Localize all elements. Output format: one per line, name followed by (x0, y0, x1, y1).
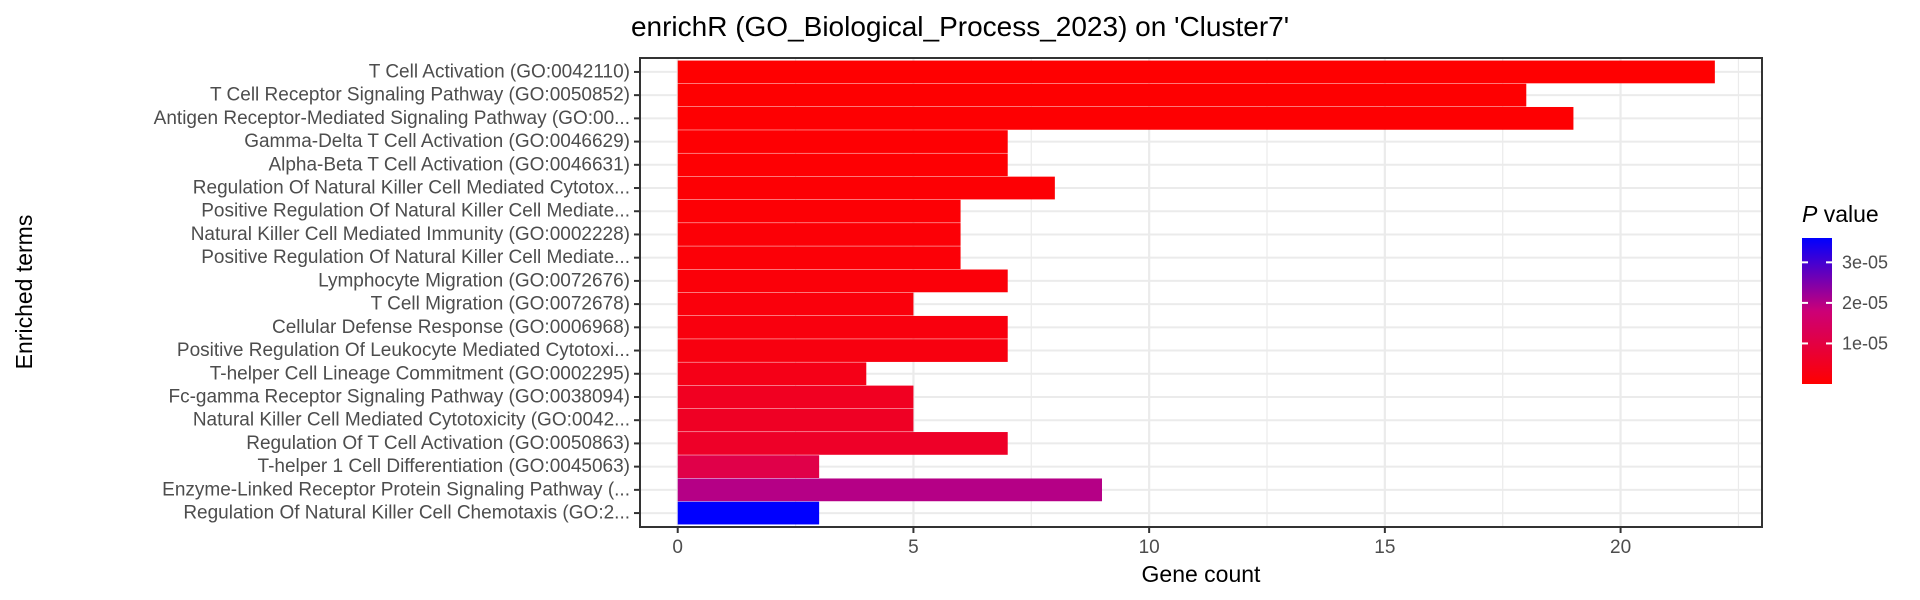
bar (677, 339, 1008, 362)
bar (677, 199, 961, 223)
y-tick-label: Cellular Defense Response (GO:0006968) (272, 317, 630, 338)
bar (677, 432, 1008, 455)
y-tick-label: Natural Killer Cell Mediated Cytotoxicit… (193, 410, 630, 431)
y-tick-label: Regulation Of Natural Killer Cell Chemot… (183, 503, 630, 524)
y-tick-label: Natural Killer Cell Mediated Immunity (G… (191, 224, 630, 245)
y-tick-label: Alpha-Beta T Cell Activation (GO:0046631… (268, 154, 630, 175)
bar (677, 269, 1008, 293)
bar (677, 362, 867, 386)
y-tick-label: T Cell Receptor Signaling Pathway (GO:00… (210, 85, 630, 106)
x-tick-label: 15 (1374, 537, 1395, 558)
bar (677, 455, 820, 479)
legend-tick-label: 3e-05 (1842, 252, 1888, 272)
y-tick-label: Antigen Receptor-Mediated Signaling Path… (154, 108, 630, 129)
x-tick-label: 10 (1139, 537, 1160, 558)
y-axis-label: Enriched terms (11, 215, 37, 370)
bar (677, 83, 1527, 107)
bar (677, 292, 914, 316)
plot-border (639, 57, 1763, 528)
bar (677, 501, 820, 525)
bar (677, 176, 1055, 200)
bar (677, 106, 1574, 130)
legend: P value 1e-05 2e-05 3e-05 (1802, 201, 1888, 384)
x-tick-label: 20 (1610, 537, 1631, 558)
legend-ticks: 1e-05 2e-05 3e-05 (1802, 252, 1888, 353)
legend-tick-label: 2e-05 (1842, 293, 1888, 313)
bar (677, 130, 1008, 153)
y-tick-label: Fc-gamma Receptor Signaling Pathway (GO:… (168, 386, 630, 407)
bar (677, 153, 1008, 177)
y-tick-labels: T Cell Activation (GO:0042110) T Cell Rec… (154, 61, 640, 524)
bar (677, 60, 1715, 84)
y-tick-label: Lymphocyte Migration (GO:0072676) (318, 270, 630, 291)
legend-tick-label: 1e-05 (1842, 333, 1888, 353)
legend-title-rest: value (1817, 201, 1878, 227)
y-tick-label: T-helper Cell Lineage Commitment (GO:000… (210, 363, 630, 384)
y-tick-label: Positive Regulation Of Natural Killer Ce… (201, 247, 630, 268)
bar (677, 478, 1102, 502)
y-tick-label: Gamma-Delta T Cell Activation (GO:004662… (244, 131, 630, 152)
y-tick-label: Positive Regulation Of Natural Killer Ce… (201, 201, 630, 222)
legend-title: P value (1802, 201, 1879, 227)
x-axis-label: Gene count (1142, 561, 1262, 587)
y-tick-label: T Cell Activation (GO:0042110) (369, 61, 630, 82)
x-tick-label: 5 (908, 537, 919, 558)
y-tick-label: T Cell Migration (GO:0072678) (371, 294, 630, 315)
legend-title-italic: P (1802, 201, 1818, 227)
bar (677, 315, 1008, 339)
bar (677, 223, 961, 246)
legend-colorbar (1802, 238, 1832, 384)
y-tick-label: Positive Regulation Of Leukocyte Mediate… (177, 340, 630, 361)
y-tick-label: Regulation Of T Cell Activation (GO:0050… (246, 433, 630, 454)
bars (677, 60, 1715, 525)
chart-title: enrichR (GO_Biological_Process_2023) on … (631, 11, 1289, 42)
bar (677, 408, 914, 432)
y-tick-label: Regulation Of Natural Killer Cell Mediat… (193, 178, 630, 199)
bar (677, 246, 961, 270)
x-tick-label: 0 (672, 537, 683, 558)
y-tick-label: T-helper 1 Cell Differentiation (GO:0045… (258, 456, 630, 477)
x-tick-labels: 0 5 10 15 20 (672, 527, 1631, 558)
bar (677, 385, 914, 409)
y-tick-label: Enzyme-Linked Receptor Protein Signaling… (162, 479, 630, 500)
